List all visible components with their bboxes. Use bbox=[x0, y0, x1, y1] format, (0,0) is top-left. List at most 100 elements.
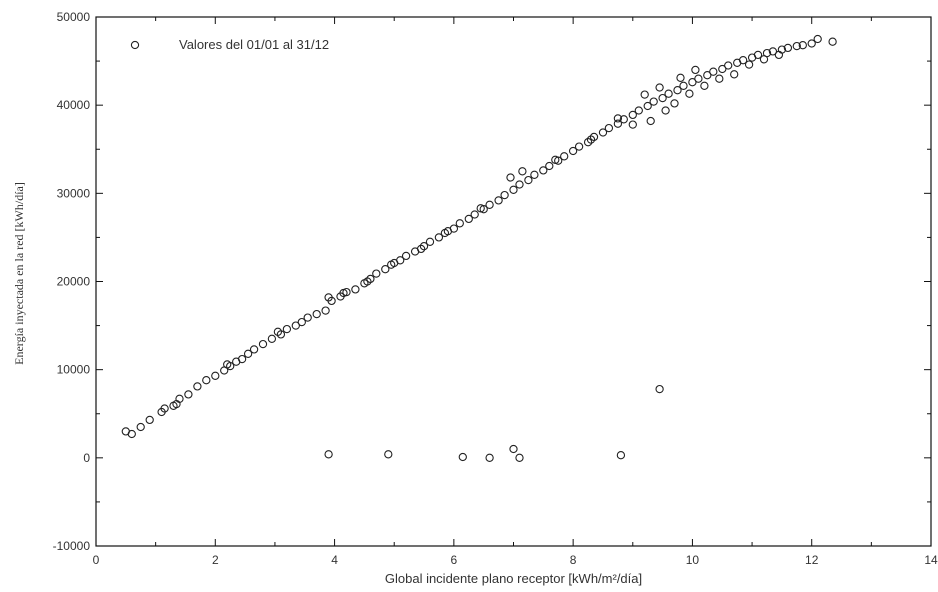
y-tick-label: 50000 bbox=[57, 10, 91, 24]
data-point bbox=[613, 119, 623, 128]
data-point bbox=[184, 390, 193, 399]
data-point bbox=[700, 81, 709, 90]
plot-frame bbox=[95, 16, 932, 547]
data-point bbox=[297, 317, 306, 327]
data-point bbox=[470, 210, 479, 219]
data-point bbox=[485, 453, 494, 462]
data-point bbox=[464, 214, 473, 224]
data-point bbox=[718, 64, 727, 74]
data-point bbox=[175, 394, 184, 403]
data-point bbox=[658, 93, 667, 103]
data-point bbox=[524, 175, 533, 185]
y-axis: -10000 0 10000 20000 30000 40000 50000 bbox=[53, 10, 931, 553]
data-point bbox=[121, 427, 130, 436]
y-tick-label: -10000 bbox=[53, 539, 91, 553]
legend-label: Valores del 01/01 al 31/12 bbox=[179, 37, 329, 52]
data-point bbox=[551, 155, 560, 164]
data-point bbox=[160, 404, 169, 413]
data-point bbox=[545, 161, 554, 171]
data-point bbox=[724, 61, 733, 70]
data-point bbox=[237, 354, 247, 364]
data-point bbox=[169, 401, 178, 410]
data-point bbox=[282, 324, 292, 334]
data-point bbox=[586, 135, 596, 144]
data-point bbox=[628, 120, 637, 129]
x-tick-label: 12 bbox=[805, 553, 819, 567]
x-tick-label: 4 bbox=[331, 553, 338, 567]
data-point bbox=[560, 152, 569, 161]
data-point bbox=[515, 453, 524, 462]
data-point bbox=[813, 34, 822, 44]
data-point bbox=[390, 258, 399, 268]
data-point bbox=[416, 244, 426, 254]
y-axis-label: Energía inyectada en la red [kWh/día] bbox=[12, 182, 26, 365]
data-point bbox=[703, 71, 712, 80]
data-point bbox=[673, 86, 682, 95]
y-tick-label: 0 bbox=[83, 451, 90, 465]
data-point bbox=[634, 106, 643, 115]
data-point bbox=[485, 200, 494, 209]
data-point bbox=[273, 327, 283, 336]
data-point bbox=[664, 89, 673, 98]
data-point bbox=[759, 55, 769, 64]
data-point bbox=[539, 166, 548, 175]
data-point bbox=[738, 56, 748, 65]
x-tick-label: 6 bbox=[451, 553, 458, 567]
data-point bbox=[384, 450, 393, 459]
data-point bbox=[363, 277, 372, 286]
data-point bbox=[598, 128, 608, 137]
data-point bbox=[324, 450, 333, 459]
data-point bbox=[211, 371, 220, 380]
data-point bbox=[530, 170, 539, 179]
x-tick-label: 14 bbox=[924, 553, 938, 567]
legend-marker bbox=[130, 40, 140, 50]
data-points bbox=[121, 34, 837, 462]
data-point bbox=[655, 384, 664, 394]
data-point bbox=[798, 41, 807, 50]
data-point bbox=[694, 74, 703, 83]
legend: Valores del 01/01 al 31/12 bbox=[130, 37, 329, 52]
x-tick-label: 8 bbox=[570, 553, 577, 567]
data-point bbox=[372, 269, 381, 278]
data-point bbox=[136, 422, 145, 432]
data-point bbox=[661, 106, 670, 115]
data-point bbox=[616, 451, 626, 460]
data-point bbox=[506, 173, 515, 182]
data-point bbox=[515, 180, 524, 189]
data-point bbox=[223, 360, 232, 369]
data-point bbox=[267, 334, 277, 343]
data-point bbox=[243, 349, 253, 358]
data-point bbox=[730, 70, 739, 79]
data-point bbox=[604, 123, 614, 133]
data-point bbox=[774, 50, 784, 60]
data-point bbox=[646, 116, 655, 126]
data-point bbox=[688, 78, 697, 87]
data-point bbox=[249, 345, 259, 354]
data-point bbox=[643, 101, 652, 111]
data-point bbox=[619, 115, 628, 124]
data-point bbox=[145, 415, 154, 425]
x-tick-label: 10 bbox=[686, 553, 700, 567]
data-point bbox=[401, 251, 411, 261]
data-point bbox=[443, 227, 453, 236]
data-point bbox=[583, 138, 593, 147]
data-point bbox=[193, 382, 202, 391]
data-point bbox=[500, 190, 509, 200]
data-point bbox=[321, 306, 330, 315]
data-point bbox=[753, 50, 763, 60]
y-tick-label: 20000 bbox=[57, 275, 91, 289]
plot-area bbox=[95, 16, 932, 547]
data-point bbox=[518, 167, 527, 176]
x-tick-label: 2 bbox=[212, 553, 219, 567]
data-point bbox=[381, 265, 390, 274]
data-point bbox=[574, 142, 584, 151]
x-axis: 0 2 4 6 8 10 12 14 bbox=[93, 17, 938, 567]
data-point bbox=[476, 204, 485, 213]
data-point bbox=[455, 219, 464, 228]
data-point bbox=[339, 288, 348, 298]
data-point bbox=[670, 99, 679, 108]
data-point bbox=[202, 376, 211, 385]
data-point bbox=[312, 309, 321, 319]
data-point bbox=[685, 89, 694, 98]
